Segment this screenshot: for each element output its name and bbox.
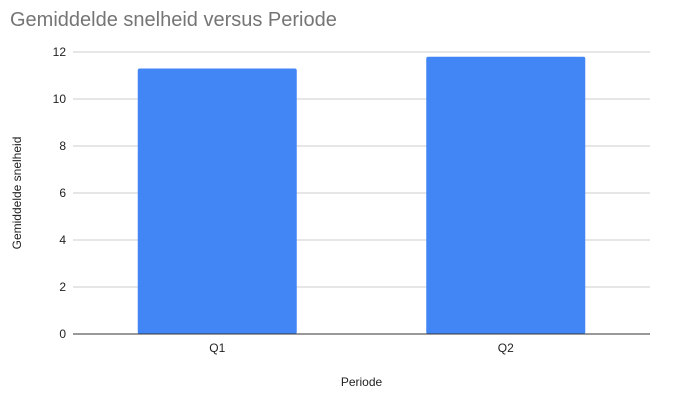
x-tick-label: Q1: [209, 341, 225, 355]
y-tick-label: 0: [59, 327, 66, 341]
y-tick-label: 12: [53, 45, 67, 59]
bars: [137, 56, 586, 334]
x-tick-label: Q2: [498, 341, 514, 355]
chart-title: Gemiddelde snelheid versus Periode: [10, 9, 337, 31]
y-tick-label: 8: [59, 139, 66, 153]
bar-q2: [426, 56, 586, 334]
y-tick-label: 2: [59, 280, 66, 294]
y-tick-label: 6: [59, 186, 66, 200]
y-axis-ticks: 0 2 4 6 8 10 12: [53, 45, 67, 341]
x-axis-title: Periode: [341, 375, 383, 389]
bar-q1: [137, 68, 297, 334]
y-axis-title: Gemiddelde snelheid: [10, 137, 24, 250]
x-axis-ticks: Q1 Q2: [209, 341, 514, 355]
y-tick-label: 4: [59, 233, 66, 247]
y-tick-label: 10: [53, 92, 67, 106]
